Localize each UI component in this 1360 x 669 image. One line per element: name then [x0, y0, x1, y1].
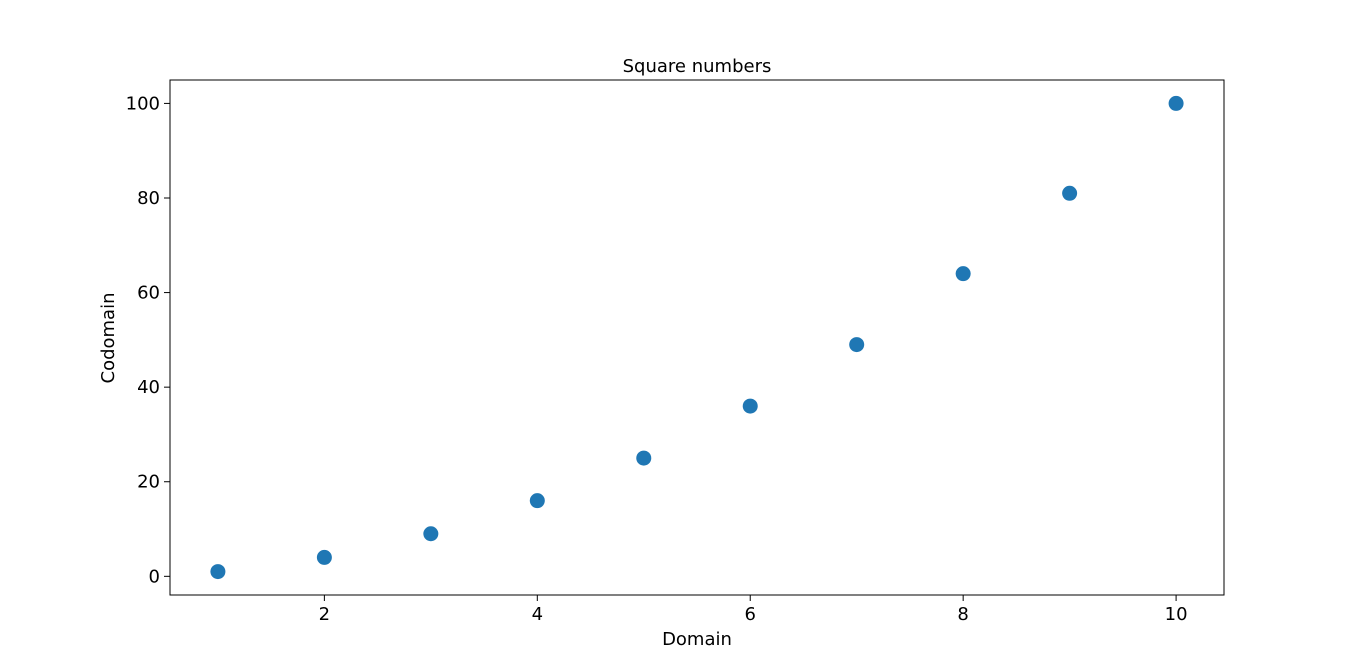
y-tick-label: 60: [137, 283, 160, 304]
x-tick-label: 10: [1165, 604, 1188, 625]
y-axis-label: Codomain: [98, 293, 119, 384]
x-tick-label: 8: [957, 604, 968, 625]
data-point: [1062, 185, 1078, 201]
axes-frame: [169, 79, 1225, 596]
data-point: [316, 549, 332, 565]
x-tick-label: 2: [319, 604, 330, 625]
data-point: [423, 526, 439, 542]
y-axis: 0 20 40 60 80 100: [126, 93, 170, 587]
x-axis: 2 4 6 8 10: [319, 595, 1188, 625]
x-tick-label: 6: [745, 604, 756, 625]
x-axis-label: Domain: [662, 629, 732, 650]
chart-title: Square numbers: [623, 56, 772, 77]
y-tick-label: 80: [137, 188, 160, 209]
data-point: [742, 398, 758, 414]
data-point: [210, 564, 226, 580]
y-tick-label: 100: [126, 93, 160, 114]
data-point: [636, 450, 652, 466]
data-point: [1168, 95, 1184, 111]
y-tick-label: 20: [137, 472, 160, 493]
data-point: [529, 493, 545, 509]
data-point: [849, 337, 865, 353]
y-tick-label: 40: [137, 377, 160, 398]
data-point: [955, 266, 971, 282]
y-tick-label: 0: [149, 566, 160, 587]
x-tick-label: 4: [532, 604, 543, 625]
plot-area: [210, 95, 1184, 580]
